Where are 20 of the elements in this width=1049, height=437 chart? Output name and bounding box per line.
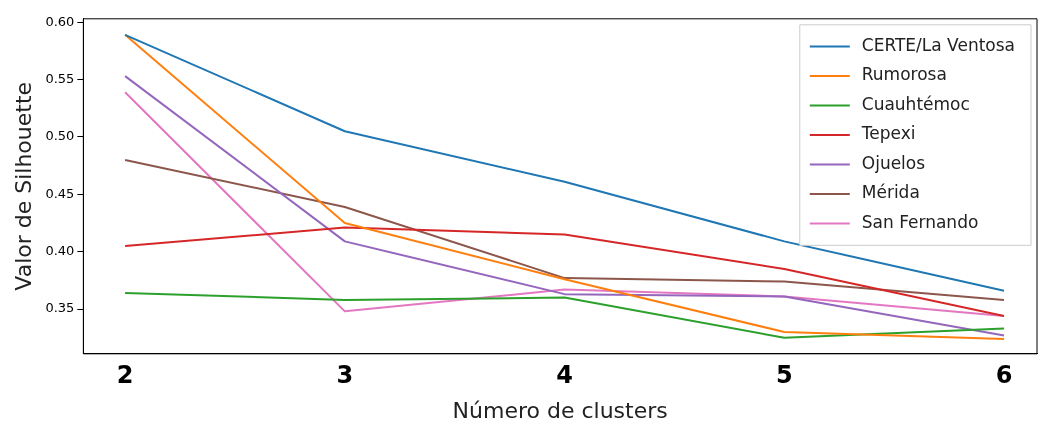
y-tick-label: 0.55 <box>45 70 75 86</box>
x-tick-label: 5 <box>775 361 793 390</box>
y-tick-label: 0.35 <box>45 300 75 316</box>
legend-label: Tepexi <box>860 123 916 144</box>
x-axis-title: Número de clusters <box>452 397 668 423</box>
legend-label: San Fernando <box>861 211 979 232</box>
legend-label: Mérida <box>861 182 920 203</box>
x-tick-label: 3 <box>336 361 354 390</box>
legend-label: Cuauhtémoc <box>861 93 970 114</box>
x-tick-label: 4 <box>556 361 573 390</box>
y-tick-label: 0.60 <box>45 13 75 29</box>
y-tick-label: 0.50 <box>45 128 75 144</box>
legend-label: Ojuelos <box>861 152 926 173</box>
x-tick-label: 6 <box>995 361 1013 390</box>
y-axis-title: Valor de Silhouette <box>10 81 36 291</box>
legend-label: Rumorosa <box>861 64 947 85</box>
x-tick-label: 2 <box>116 361 134 390</box>
legend-label: CERTE/La Ventosa <box>861 34 1015 55</box>
y-tick-label: 0.45 <box>45 185 75 201</box>
y-tick-label: 0.40 <box>45 243 75 259</box>
